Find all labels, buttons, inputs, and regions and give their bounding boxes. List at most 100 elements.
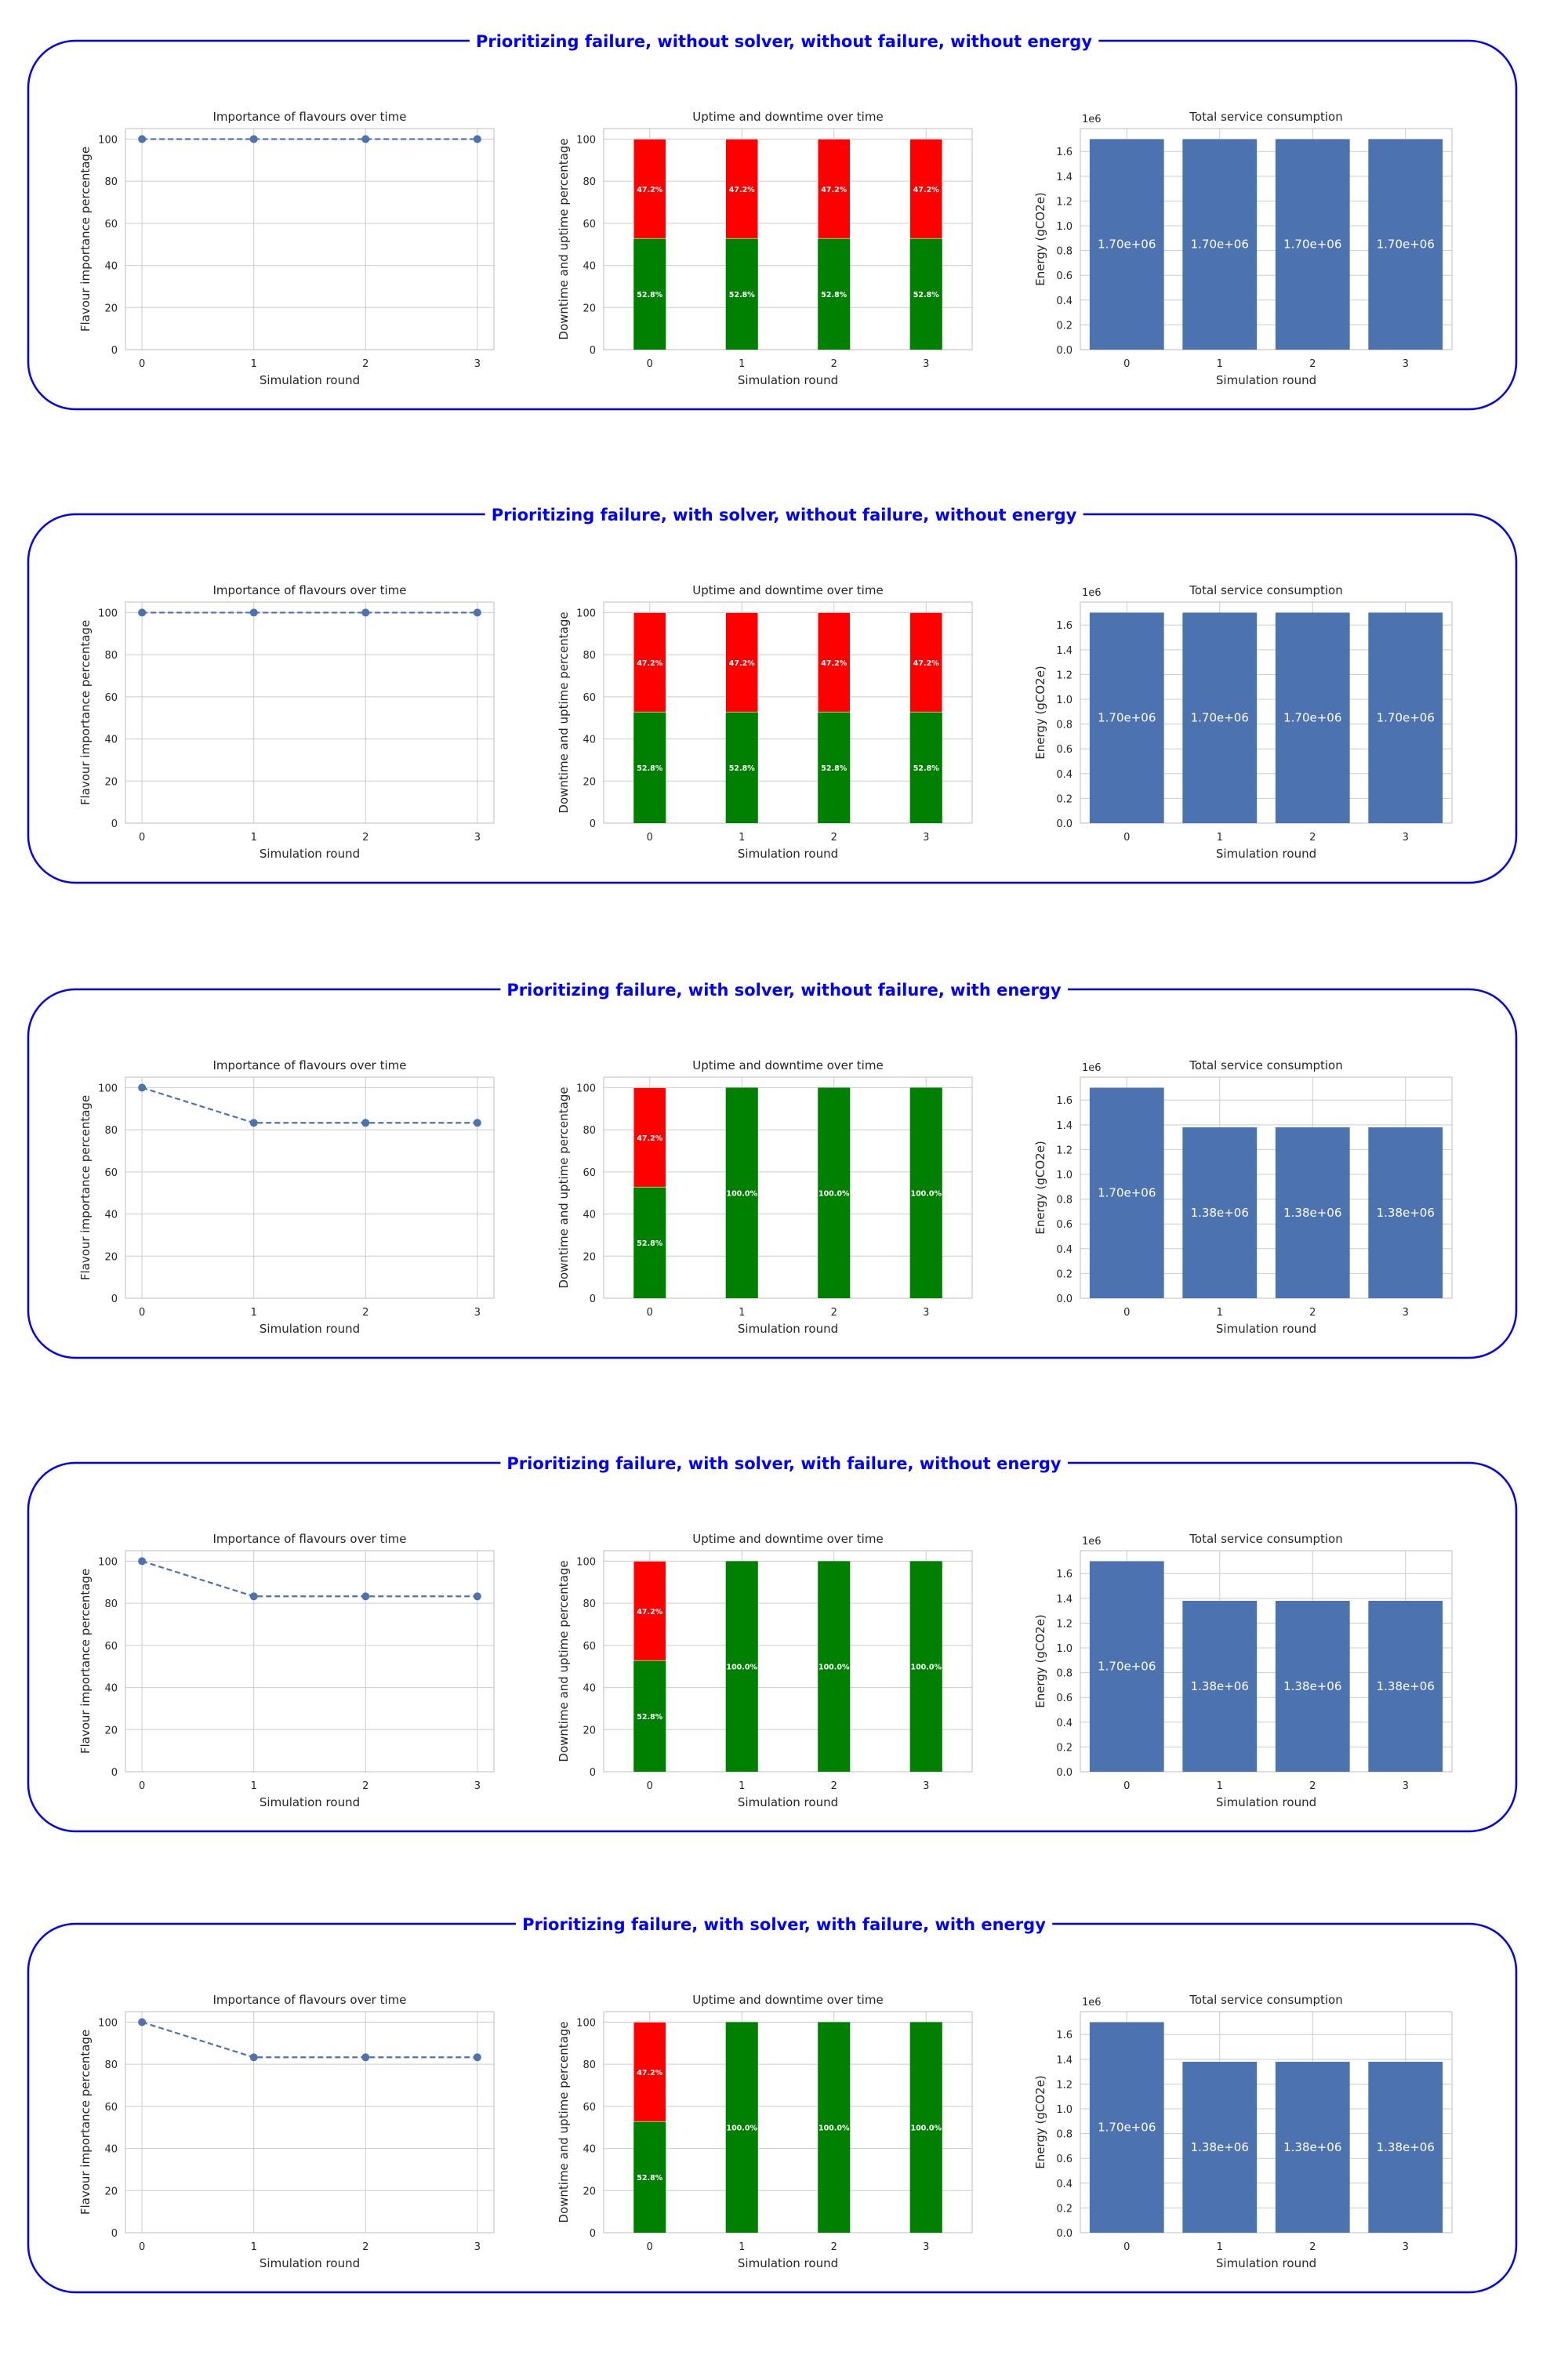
chart-energy: Total service consumption 0.0 0.2 0.4 0.6 0.8… (1033, 1058, 1453, 1336)
importance-point (361, 608, 370, 617)
chart-title: Uptime and downtime over time (692, 110, 883, 124)
downtime-bar (633, 612, 666, 713)
importance-point (249, 1119, 258, 1127)
y-tick-label: 80 (104, 176, 118, 188)
y-tick-label: 100 (98, 2017, 118, 2029)
panel-title-group: Prioritizing failure, with solver, witho… (485, 504, 1083, 526)
y-tick-label: 40 (104, 1683, 118, 1695)
x-tick-label: 3 (1403, 832, 1409, 844)
y-tick-label: 1.2 (1056, 1618, 1073, 1630)
y-axis-label: Flavour importance percentage (78, 620, 93, 805)
y-tick-label: 0 (111, 1767, 118, 1779)
chart-title: Total service consumption (1189, 110, 1342, 124)
y-tick-label: 0.6 (1056, 744, 1073, 756)
y-tick-label: 20 (583, 303, 596, 314)
energy-bar (1368, 139, 1443, 350)
y-axis-label: Downtime and uptime percentage (557, 611, 571, 813)
y-tick-label: 60 (104, 1641, 118, 1653)
uptime-bar (818, 1561, 851, 1772)
x-axis-label: Simulation round (738, 2256, 838, 2270)
y-tick-label: 100 (98, 1083, 118, 1094)
y-tick-label: 20 (104, 776, 118, 788)
y-axis-label: Flavour importance percentage (78, 2030, 93, 2215)
y-tick-label: 40 (583, 735, 596, 746)
chart-title: Uptime and downtime over time (692, 1993, 883, 2007)
x-tick-label: 1 (1217, 2241, 1223, 2253)
x-tick-label: 2 (831, 1780, 837, 1792)
chart-title: Uptime and downtime over time (692, 583, 883, 597)
importance-point (138, 1083, 147, 1092)
energy-bar (1089, 2022, 1164, 2233)
downtime-data-label: 47.2% (729, 659, 755, 668)
importance-point (473, 608, 481, 617)
y-tick-label: 80 (583, 176, 596, 188)
importance-point (249, 2053, 258, 2062)
x-tick-label: 1 (739, 1307, 745, 1319)
x-tick-label: 1 (1217, 358, 1223, 370)
y-axis-label: Energy (gCO2e) (1033, 1614, 1047, 1708)
energy-bar (1275, 139, 1350, 350)
y-tick-label: 80 (583, 1125, 596, 1137)
y-tick-label: 1.4 (1056, 1120, 1073, 1132)
y-axis-label: Energy (gCO2e) (1033, 1141, 1047, 1235)
y-tick-label: 40 (583, 261, 596, 273)
y-tick-label: 1.0 (1056, 1643, 1073, 1655)
panel-title: Prioritizing failure, with solver, witho… (506, 981, 1062, 1000)
x-axis-label: Simulation round (260, 2256, 360, 2270)
importance-point (249, 608, 258, 617)
uptime-bar (818, 712, 851, 823)
y-tick-label: 1.0 (1056, 1170, 1073, 1181)
uptime-data-label: 100.0% (726, 2125, 757, 2133)
uptime-data-label: 52.8% (821, 764, 847, 773)
x-axis-label: Simulation round (1216, 1322, 1316, 1336)
y-axis-label: Energy (gCO2e) (1033, 2075, 1047, 2169)
y-tick-label: 1.2 (1056, 669, 1073, 681)
downtime-data-label: 47.2% (637, 659, 662, 668)
panel-title-group: Prioritizing failure, without solver, wi… (469, 31, 1099, 53)
y-tick-label: 0.6 (1056, 1219, 1073, 1231)
downtime-data-label: 47.2% (637, 186, 662, 194)
y-tick-label: 0.2 (1056, 793, 1073, 805)
x-tick-label: 2 (362, 1780, 368, 1792)
y-tick-label: 20 (583, 776, 596, 788)
y-tick-label: 0.8 (1056, 720, 1073, 731)
uptime-bar (818, 238, 851, 350)
chart-energy: Total service consumption 0.0 0.2 0.4 0.6 0.8… (1033, 1532, 1453, 1809)
energy-bar (1368, 612, 1443, 823)
y-tick-label: 60 (583, 1641, 596, 1653)
y-tick-label: 20 (104, 303, 118, 314)
y-tick-label: 0.0 (1056, 1767, 1073, 1779)
energy-bar (1089, 1561, 1164, 1772)
y-tick-label: 60 (583, 1167, 596, 1179)
y-axis-label: Energy (gCO2e) (1033, 192, 1047, 286)
uptime-data-label: 100.0% (726, 1190, 757, 1199)
y-tick-label: 40 (583, 2144, 596, 2156)
y-tick-label: 0 (111, 818, 118, 830)
y-axis-label: Flavour importance percentage (78, 1095, 93, 1280)
y-tick-label: 1.6 (1056, 1095, 1073, 1107)
x-tick-label: 3 (923, 1307, 929, 1319)
chart-title: Importance of flavours over time (212, 1993, 406, 2007)
y-axis-label: Downtime and uptime percentage (557, 1087, 571, 1288)
downtime-data-label: 47.2% (821, 186, 847, 194)
y-tick-label: 1.4 (1056, 645, 1073, 657)
importance-point (473, 1592, 481, 1601)
y-tick-label: 100 (98, 1556, 118, 1568)
energy-bar (1368, 1127, 1443, 1298)
importance-point (473, 1119, 481, 1127)
x-tick-label: 2 (362, 832, 368, 844)
chart-importance: Importance of flavours over time02040608… (78, 583, 495, 861)
chart-energy: Total service consumption 0.0 0.2 0.4 0.6 0.8… (1033, 110, 1453, 387)
chart-importance: Importance of flavours over time02040608… (78, 110, 495, 387)
chart-uptime: Uptime and downtime over time02040608010… (557, 110, 973, 387)
x-tick-label: 2 (831, 1307, 837, 1319)
y-tick-label: 0.6 (1056, 1693, 1073, 1704)
y-tick-label: 0.0 (1056, 818, 1073, 830)
downtime-data-label: 47.2% (637, 1134, 662, 1143)
x-axis-label: Simulation round (260, 1322, 360, 1336)
y-tick-label: 80 (104, 1125, 118, 1137)
y-tick-label: 1.2 (1056, 196, 1073, 208)
downtime-bar (633, 2022, 666, 2122)
energy-data-label: 1.70e+06 (1377, 711, 1435, 725)
